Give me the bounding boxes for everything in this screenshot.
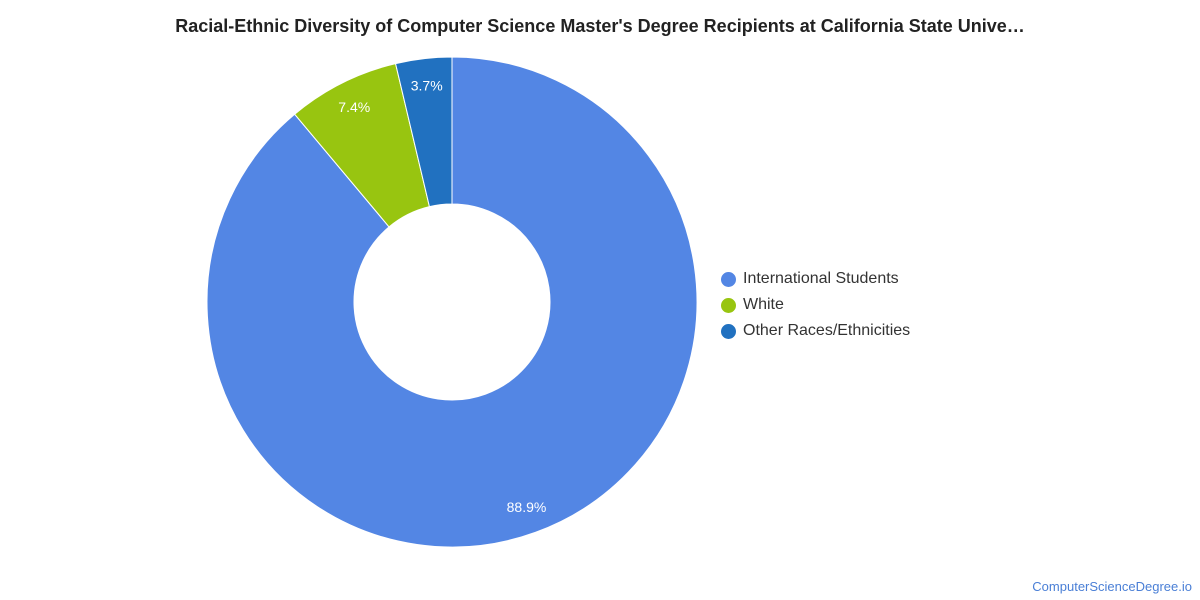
donut-slice-2[interactable] bbox=[394, 56, 453, 208]
legend-item-1[interactable]: White bbox=[721, 292, 910, 318]
legend-item-2[interactable]: Other Races/Ethnicities bbox=[721, 318, 910, 344]
donut-slice-0[interactable] bbox=[206, 56, 698, 548]
legend-label-2: Other Races/Ethnicities bbox=[743, 322, 911, 339]
legend-swatch-0 bbox=[721, 271, 736, 287]
legend-label-0: International Students bbox=[743, 270, 899, 287]
chart-legend: International Students White Other Races/E… bbox=[721, 266, 910, 344]
legend-swatch-2 bbox=[721, 323, 736, 339]
site-credit[interactable]: ComputerScienceDegree.io bbox=[1032, 579, 1192, 594]
slice-label-0: 88.9% bbox=[507, 499, 547, 515]
slice-label-2: 3.7% bbox=[411, 77, 443, 93]
legend-item-0[interactable]: International Students bbox=[721, 266, 910, 292]
legend-label-1: White bbox=[743, 296, 784, 313]
chart-title: Racial-Ethnic Diversity of Computer Scie… bbox=[175, 16, 1025, 36]
legend-swatch-1 bbox=[721, 297, 736, 313]
donut-slices bbox=[206, 56, 698, 548]
slice-label-1: 7.4% bbox=[338, 99, 370, 115]
slice-labels: 88.9% 7.4% 3.7% bbox=[338, 77, 546, 514]
